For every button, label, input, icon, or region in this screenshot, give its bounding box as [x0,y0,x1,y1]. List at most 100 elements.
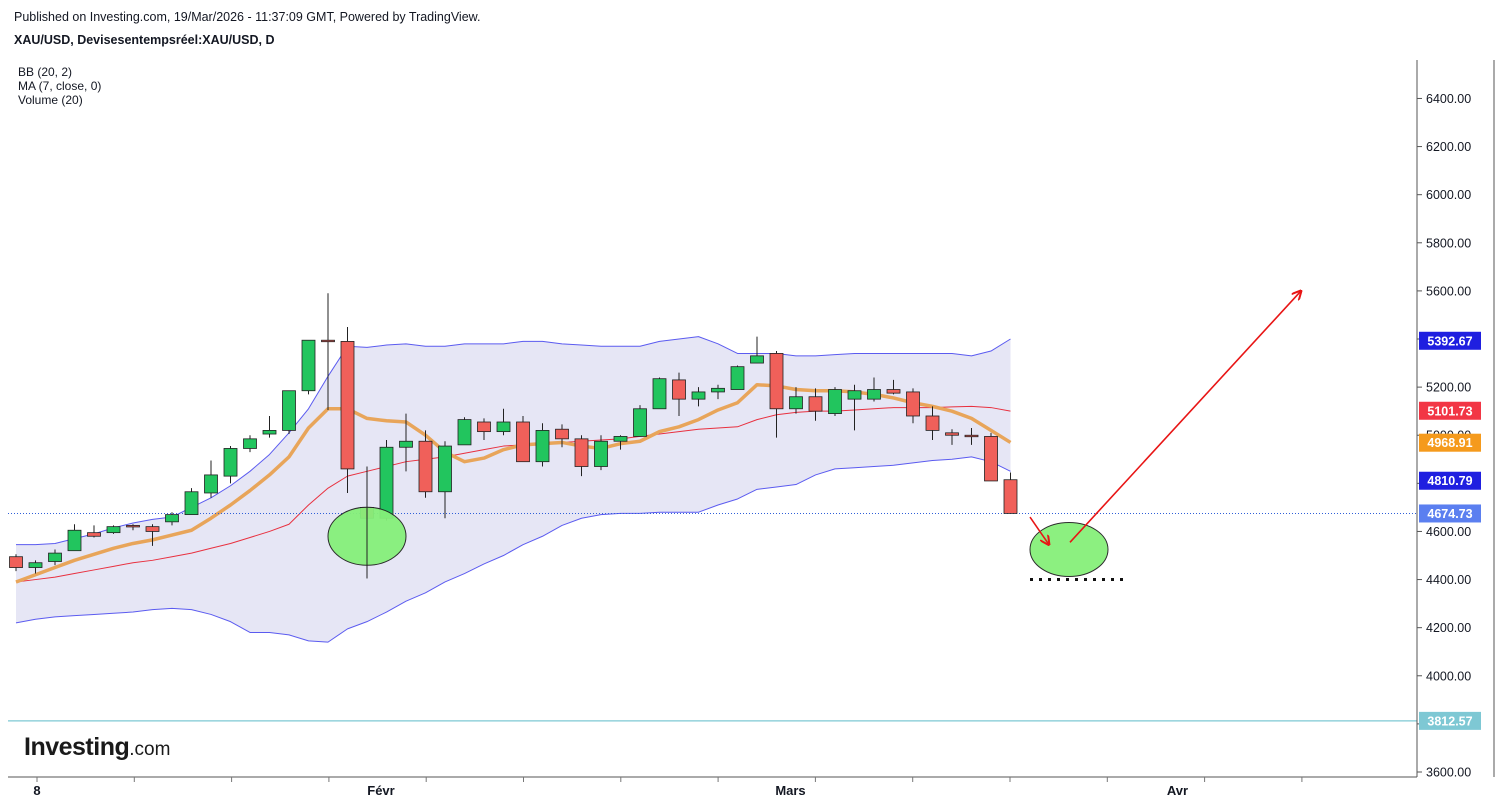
value-labels: 5392.67 5101.73 4968.91 4810.79 4674.73 3812.… [1419,331,1481,730]
candle-body [984,436,998,482]
candle-body [418,440,433,493]
value-label-text: 5392.67 [1427,334,1472,348]
indicator-bb[interactable]: BB (20, 2) [18,65,73,79]
candle [906,388,920,424]
value-label: 4968.91 [1419,433,1481,452]
candle [691,387,706,407]
candle-body [1003,479,1018,514]
candle-body [730,366,745,390]
y-tick-label: 4400.00 [1426,573,1471,587]
candle [1003,472,1018,514]
candle [652,377,667,410]
candles [9,293,1018,579]
candle [984,432,998,482]
candle-body [750,355,764,364]
y-tick-label: 5600.00 [1426,284,1471,298]
published-info: Published on Investing.com, 19/Mar/2026 … [14,10,481,24]
value-label-text: 4968.91 [1427,436,1472,450]
candle-body [301,339,316,392]
candle [964,428,979,445]
candle-body [126,525,140,528]
candle [672,372,686,416]
candle [223,446,238,484]
y-tick-label: 5800.00 [1426,236,1471,250]
candle [555,424,569,448]
candle [730,365,745,390]
candle-body [165,514,179,523]
candle-body [243,438,257,449]
candle [48,549,62,566]
y-tick-label: 6400.00 [1426,92,1471,106]
value-label-text: 4674.73 [1427,507,1472,521]
candle [321,293,335,410]
candle [594,435,608,471]
candle [340,326,355,493]
symbol-title[interactable]: XAU/USD, Devisesentempsréel:XAU/USD, D [14,33,275,47]
candle-body [652,378,667,410]
candle [516,415,530,463]
y-tick-label: 6000.00 [1426,188,1471,202]
x-tick-label: Avr [1167,783,1188,798]
candle-body [535,430,550,463]
y-tick-label: 4200.00 [1426,621,1471,635]
investing-logo: Investing.com [24,733,170,762]
candle-body [106,526,121,534]
candle [126,524,140,531]
value-label-box [1419,331,1481,350]
y-tick-label: 6200.00 [1426,140,1471,154]
value-label-text: 5101.73 [1427,404,1472,418]
indicator-volume[interactable]: Volume (20) [18,93,83,107]
candle-body [555,428,569,440]
candle [204,460,218,498]
candle-body [87,532,101,537]
candle-body [145,526,160,532]
candle-body [399,440,413,448]
candle [847,384,862,431]
candle [418,430,433,498]
value-label-box [1419,433,1481,452]
candle [87,525,101,538]
candle [867,377,881,402]
candle-body [789,396,803,410]
candle [925,406,940,441]
candle-body [886,389,901,394]
x-tick-label: Mars [775,783,805,798]
candle [711,384,725,400]
indicator-ma[interactable]: MA (7, close, 0) [18,79,102,93]
candle-body [204,474,218,494]
candle-body [9,556,23,568]
candle-body [477,421,491,433]
candle-body [457,419,472,446]
candle [106,525,121,534]
candle-body [691,391,706,400]
value-label-box [1419,504,1481,523]
candle-body [828,389,842,414]
value-label-box [1419,471,1481,490]
candle [28,560,43,574]
candle-body [945,432,959,436]
candle-body [438,445,452,493]
candle-body [516,421,530,463]
candle [477,418,491,441]
candle [379,440,394,521]
candle [613,435,628,450]
candle-body [964,434,979,438]
indicator-lines [15,336,1012,643]
candle-body [711,387,725,393]
candle [769,351,784,438]
candle-body [769,353,784,410]
value-label: 5392.67 [1419,331,1481,350]
y-tick-label: 4600.00 [1426,525,1471,539]
value-label: 5101.73 [1419,401,1481,420]
bb-upper-line [16,336,1011,546]
candle [886,379,901,395]
value-label-text: 4810.79 [1427,474,1472,488]
ma7-line [15,382,1012,584]
candle-body [925,415,940,431]
candle-body [594,440,608,467]
candle-body [262,430,277,435]
x-tick-label: Févr [367,783,394,798]
candle [828,387,842,416]
up-target-arrow [1069,291,1301,543]
